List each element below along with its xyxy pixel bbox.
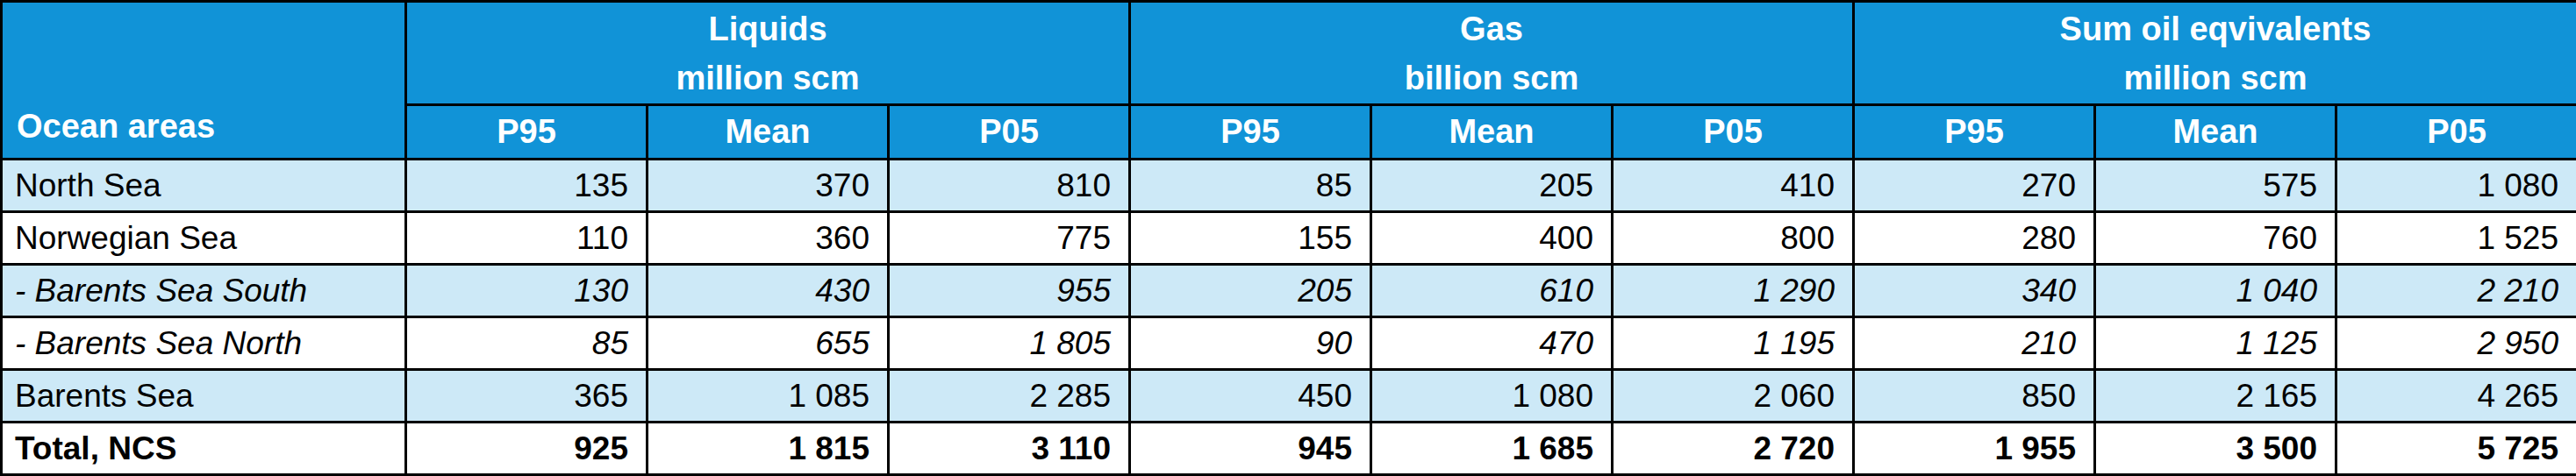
value-cell: 1 290 [1613,265,1854,317]
corner-header-ocean-areas: Ocean areas [2,2,406,160]
value-cell: 955 [889,265,1130,317]
value-cell: 3 110 [889,423,1130,475]
value-cell: 410 [1613,160,1854,212]
value-cell: 655 [648,317,889,370]
value-cell: 210 [1854,317,2095,370]
value-cell: 340 [1854,265,2095,317]
group-unit: billion scm [1131,53,1852,103]
value-cell: 2 060 [1613,370,1854,423]
value-cell: 3 500 [2095,423,2336,475]
value-cell: 1 525 [2336,212,2576,265]
value-cell: 1 085 [648,370,889,423]
group-unit: million scm [407,53,1128,103]
value-cell: 370 [648,160,889,212]
col-header-gas-p05: P05 [1613,105,1854,160]
group-header-row: Ocean areas Liquids million scm Gas bill… [2,2,2576,105]
value-cell: 280 [1854,212,2095,265]
area-cell: - Barents Sea North [2,317,406,370]
value-cell: 2 165 [2095,370,2336,423]
value-cell: 270 [1854,160,2095,212]
table-body: North Sea 135 370 810 85 205 410 270 575… [2,160,2576,475]
value-cell: 575 [2095,160,2336,212]
col-header-liquids-mean: Mean [648,105,889,160]
area-cell: Norwegian Sea [2,212,406,265]
table-row-barents-sea-south: - Barents Sea South 130 430 955 205 610 … [2,265,2576,317]
value-cell: 130 [406,265,648,317]
value-cell: 945 [1130,423,1371,475]
value-cell: 800 [1613,212,1854,265]
value-cell: 2 950 [2336,317,2576,370]
value-cell: 155 [1130,212,1371,265]
col-header-sum-p95: P95 [1854,105,2095,160]
value-cell: 85 [1130,160,1371,212]
group-label: Liquids [407,4,1128,53]
group-label: Sum oil eqvivalents [1855,4,2576,53]
table-row-north-sea: North Sea 135 370 810 85 205 410 270 575… [2,160,2576,212]
area-cell: North Sea [2,160,406,212]
value-cell: 4 265 [2336,370,2576,423]
value-cell: 5 725 [2336,423,2576,475]
value-cell: 85 [406,317,648,370]
value-cell: 1 125 [2095,317,2336,370]
table-row-norwegian-sea: Norwegian Sea 110 360 775 155 400 800 28… [2,212,2576,265]
col-header-liquids-p95: P95 [406,105,648,160]
value-cell: 1 080 [1371,370,1613,423]
table-row-barents-sea-north: - Barents Sea North 85 655 1 805 90 470 … [2,317,2576,370]
table-header: Ocean areas Liquids million scm Gas bill… [2,2,2576,160]
value-cell: 1 815 [648,423,889,475]
table-row-total-ncs: Total, NCS 925 1 815 3 110 945 1 685 2 7… [2,423,2576,475]
value-cell: 135 [406,160,648,212]
value-cell: 2 210 [2336,265,2576,317]
value-cell: 610 [1371,265,1613,317]
group-header-sum-oil-equivalents: Sum oil eqvivalents million scm [1854,2,2576,105]
resource-estimates-table: Ocean areas Liquids million scm Gas bill… [0,0,2576,476]
value-cell: 1 080 [2336,160,2576,212]
value-cell: 205 [1371,160,1613,212]
area-cell: Barents Sea [2,370,406,423]
value-cell: 400 [1371,212,1613,265]
value-cell: 2 720 [1613,423,1854,475]
value-cell: 925 [406,423,648,475]
col-header-sum-mean: Mean [2095,105,2336,160]
value-cell: 1 805 [889,317,1130,370]
col-header-gas-mean: Mean [1371,105,1613,160]
group-header-gas: Gas billion scm [1130,2,1854,105]
value-cell: 810 [889,160,1130,212]
value-cell: 110 [406,212,648,265]
value-cell: 205 [1130,265,1371,317]
col-header-gas-p95: P95 [1130,105,1371,160]
value-cell: 365 [406,370,648,423]
group-label: Gas [1131,4,1852,53]
value-cell: 360 [648,212,889,265]
value-cell: 90 [1130,317,1371,370]
value-cell: 1 685 [1371,423,1613,475]
value-cell: 2 285 [889,370,1130,423]
value-cell: 430 [648,265,889,317]
area-cell: Total, NCS [2,423,406,475]
group-unit: million scm [1855,53,2576,103]
value-cell: 450 [1130,370,1371,423]
value-cell: 850 [1854,370,2095,423]
value-cell: 1 195 [1613,317,1854,370]
value-cell: 470 [1371,317,1613,370]
value-cell: 1 040 [2095,265,2336,317]
table-row-barents-sea: Barents Sea 365 1 085 2 285 450 1 080 2 … [2,370,2576,423]
value-cell: 1 955 [1854,423,2095,475]
area-cell: - Barents Sea South [2,265,406,317]
group-header-liquids: Liquids million scm [406,2,1130,105]
value-cell: 760 [2095,212,2336,265]
col-header-sum-p05: P05 [2336,105,2576,160]
value-cell: 775 [889,212,1130,265]
col-header-liquids-p05: P05 [889,105,1130,160]
